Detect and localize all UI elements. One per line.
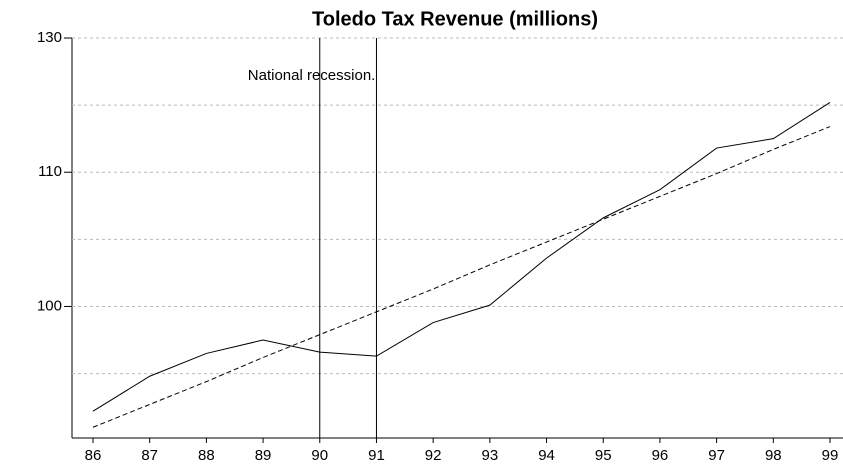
x-tick-label: 99	[822, 447, 839, 464]
x-tick-label: 90	[311, 447, 328, 464]
series-line	[92, 126, 831, 428]
x-tick-label: 91	[368, 447, 385, 464]
x-tick-label: 98	[765, 447, 782, 464]
x-tick-label: 88	[198, 447, 215, 464]
y-tick-label: 100	[37, 297, 62, 314]
x-tick-label: 94	[538, 447, 555, 464]
x-tick-label: 95	[595, 447, 612, 464]
x-tick-label: 86	[85, 447, 102, 464]
y-tick-label: 130	[37, 29, 62, 46]
chart-title: Toledo Tax Revenue (millions)	[312, 8, 598, 30]
series-line	[92, 102, 831, 412]
x-tick-label: 87	[141, 447, 158, 464]
x-tick-label: 96	[652, 447, 669, 464]
annotation: National recession.	[248, 67, 376, 84]
x-tick-label: 89	[255, 447, 272, 464]
x-tick-label: 93	[482, 447, 499, 464]
y-tick-label: 110	[38, 163, 62, 180]
x-tick-label: 97	[708, 447, 725, 464]
x-tick-label: 92	[425, 447, 442, 464]
